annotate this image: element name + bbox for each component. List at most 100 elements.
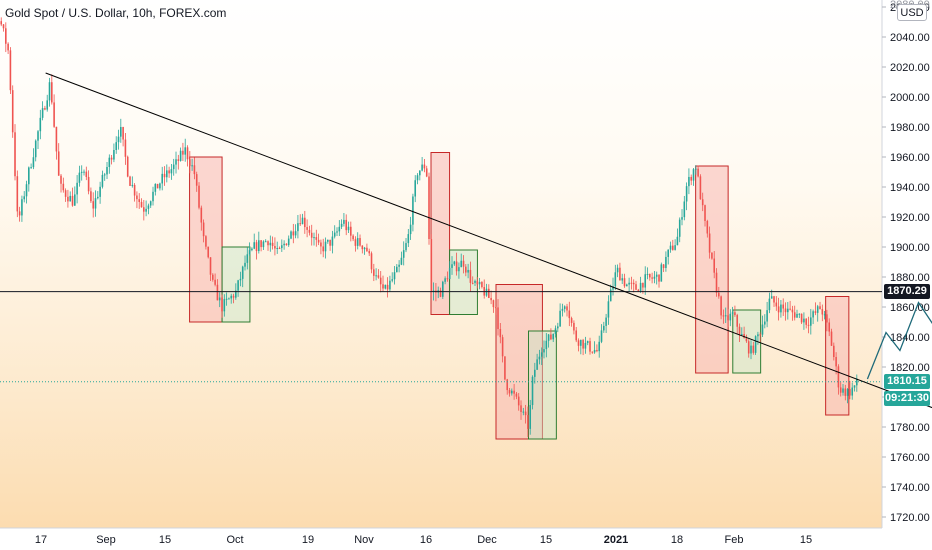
- candle-down: [430, 239, 433, 292]
- candle-down: [361, 245, 364, 250]
- candle-down: [373, 269, 375, 276]
- candle-down: [386, 284, 389, 290]
- candle-down: [814, 311, 817, 313]
- y-tick-label: 1780.00: [890, 422, 930, 434]
- candle-up: [172, 164, 175, 170]
- candle-down: [216, 284, 219, 301]
- candle-up: [327, 239, 329, 242]
- candle-up: [688, 176, 690, 187]
- candle-up: [228, 298, 230, 300]
- candle-up: [74, 194, 76, 206]
- candle-down: [649, 274, 651, 278]
- candle-down: [839, 387, 842, 393]
- candle-down: [570, 318, 573, 323]
- candle-up: [616, 267, 619, 273]
- candle-up: [161, 173, 164, 184]
- candle-up: [264, 241, 267, 243]
- candle-down: [589, 341, 591, 352]
- candle-up: [218, 297, 221, 301]
- candle-up: [669, 245, 672, 250]
- x-tick-label: 2021: [604, 534, 628, 546]
- candle-down: [826, 314, 828, 323]
- candle-down: [274, 246, 276, 249]
- candle-down: [57, 151, 60, 176]
- candle-up: [419, 170, 421, 176]
- candle-up: [534, 369, 536, 377]
- candle-down: [205, 236, 207, 247]
- candle-down: [701, 199, 704, 206]
- candle-down: [85, 171, 88, 177]
- candle-up: [414, 180, 417, 197]
- candle-up: [356, 238, 359, 246]
- candle-up: [131, 184, 134, 186]
- candle-down: [87, 176, 90, 192]
- candle-down: [143, 207, 145, 212]
- candle-up: [607, 301, 610, 318]
- candle-down: [490, 297, 492, 301]
- candle-down: [501, 337, 504, 357]
- candle-down: [789, 308, 791, 310]
- candle-down: [642, 282, 644, 288]
- candle-down: [322, 246, 325, 252]
- candle-down: [715, 272, 718, 293]
- candle-down: [524, 411, 527, 416]
- candle-down: [44, 108, 46, 110]
- candle-up: [191, 165, 193, 167]
- currency-button[interactable]: USD: [897, 4, 927, 21]
- candle-down: [232, 295, 235, 298]
- candle-down: [497, 307, 499, 330]
- candle-down: [635, 284, 637, 290]
- candle-down: [504, 356, 506, 380]
- candle-down: [168, 170, 170, 174]
- red-highlight-box: [430, 152, 451, 315]
- candle-down: [722, 315, 725, 317]
- candle-down: [212, 274, 214, 280]
- candle-up: [485, 288, 488, 296]
- candle-down: [308, 229, 311, 233]
- candle-down: [573, 322, 575, 331]
- candle-up: [444, 278, 446, 282]
- candle-up: [39, 117, 42, 132]
- candle-down: [90, 191, 92, 202]
- candle-down: [306, 227, 308, 230]
- x-tick-label: Oct: [226, 534, 243, 546]
- candle-down: [285, 243, 288, 246]
- candle-up: [83, 171, 85, 173]
- candle-down: [658, 274, 660, 282]
- candle-down: [651, 277, 653, 279]
- candle-up: [253, 242, 256, 249]
- x-tick-label: 17: [35, 534, 47, 546]
- candle-down: [9, 50, 12, 91]
- candle-down: [704, 205, 706, 221]
- candle-down: [582, 339, 584, 349]
- candle-down: [133, 184, 136, 196]
- x-tick-label: Nov: [354, 534, 374, 546]
- candle-down: [315, 237, 318, 240]
- candle-up: [798, 313, 801, 315]
- candle-up: [584, 342, 587, 349]
- candle-up: [230, 295, 233, 299]
- candle-down: [5, 28, 7, 44]
- candle-up: [28, 167, 30, 185]
- candle-up: [405, 243, 407, 251]
- candle-up: [80, 171, 83, 173]
- candle-down: [366, 247, 368, 252]
- candle-up: [76, 182, 78, 195]
- candle-up: [474, 280, 476, 283]
- candle-up: [145, 208, 147, 212]
- candle-up: [603, 325, 605, 331]
- candle-down: [619, 267, 621, 281]
- candle-up: [660, 264, 663, 282]
- candle-down: [267, 241, 269, 246]
- candle-down: [833, 345, 835, 358]
- x-tick-label: Dec: [477, 534, 497, 546]
- candle-up: [766, 310, 768, 322]
- candle-down: [138, 199, 141, 202]
- candle-down: [708, 233, 711, 253]
- candle-up: [99, 186, 101, 197]
- candle-up: [159, 183, 161, 189]
- x-tick-label: 18: [671, 534, 683, 546]
- candle-down: [759, 334, 762, 336]
- candle-up: [41, 108, 44, 118]
